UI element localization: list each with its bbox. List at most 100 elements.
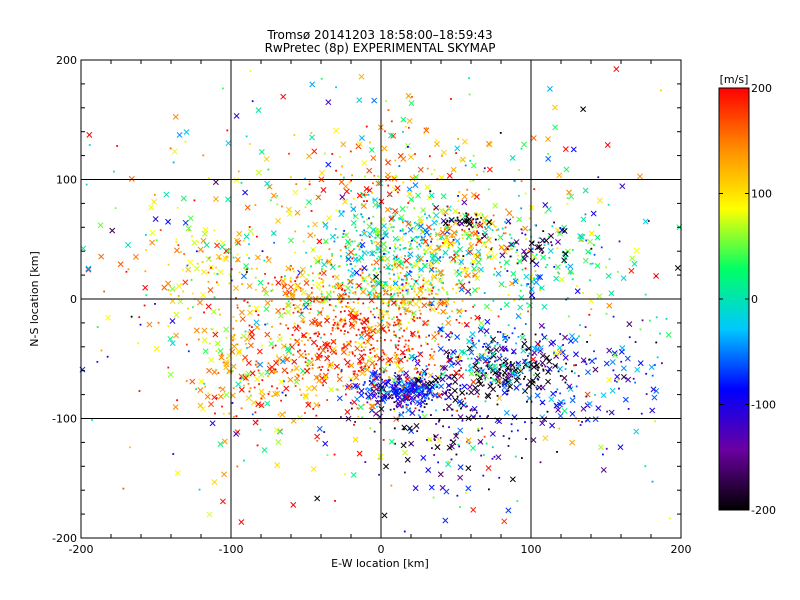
dot-marker [322,285,325,288]
dot-marker [423,320,425,323]
dot-marker [575,285,578,287]
cross-marker [308,319,315,326]
dot-marker [381,287,383,289]
dot-marker [334,286,337,289]
dot-marker [417,254,419,257]
cross-marker [413,279,419,285]
cross-marker [249,370,256,377]
dot-marker [372,198,375,201]
dot-marker [371,347,373,350]
dot-marker [349,314,352,317]
cross-marker [604,142,611,148]
dot-marker [319,373,322,376]
dot-marker [387,262,390,265]
dot-marker [417,389,420,392]
dot-marker [336,321,339,324]
dot-marker [490,341,493,344]
dot-marker [428,293,431,296]
dot-marker [466,270,468,273]
cross-marker [589,358,596,365]
dot-marker [573,364,576,367]
cross-marker [477,266,484,273]
dot-marker [304,357,307,359]
cross-marker [434,231,441,238]
dot-marker [384,253,387,255]
dot-marker [348,238,351,241]
cross-marker [187,215,194,222]
dot-marker [457,356,459,358]
dot-marker [225,255,228,258]
dot-marker [429,282,432,285]
dot-marker [520,180,523,183]
cross-marker [485,342,492,349]
dot-marker [507,377,510,379]
cross-marker [526,302,533,309]
dot-marker [421,375,423,378]
cross-marker [495,454,502,461]
dot-marker [371,284,373,287]
dot-marker [289,343,292,346]
dot-marker [435,233,438,236]
dot-marker [369,427,372,430]
cross-marker [477,381,484,388]
cross-marker [329,233,336,240]
dot-marker [399,244,402,246]
cross-marker [561,257,568,264]
dot-marker [409,243,412,245]
dot-marker [369,291,372,294]
cross-marker [515,360,522,367]
cross-marker [517,304,524,311]
dot-marker [498,261,501,264]
dot-marker [271,288,274,291]
cross-marker [287,283,294,290]
cross-marker [185,225,192,232]
cross-marker [530,437,537,444]
dot-marker [505,369,508,372]
dot-marker [433,207,436,210]
dot-marker [384,291,387,294]
dot-marker [304,412,306,414]
dot-marker [417,414,420,417]
dot-marker [465,225,468,227]
dot-marker [430,393,433,396]
cross-marker [289,343,295,350]
cross-marker [328,386,335,393]
cross-marker [97,222,104,229]
cross-marker [367,355,374,362]
dot-marker [401,229,404,232]
dot-marker [411,335,414,338]
dot-marker [320,355,323,357]
dot-marker [328,263,331,266]
dot-marker [482,170,485,173]
cross-marker [264,369,271,376]
dot-marker [522,367,525,369]
dot-marker [343,284,345,287]
dot-marker [299,388,301,391]
dot-marker [258,372,261,375]
dot-marker [432,285,435,288]
cross-marker [470,506,477,513]
dot-marker [374,267,376,270]
dot-marker [439,437,442,440]
dot-marker [183,253,186,255]
dot-marker [500,265,503,268]
dot-marker [396,272,399,275]
dot-marker [246,253,248,256]
dot-marker [417,236,420,238]
dot-marker [373,430,376,433]
dot-marker [431,447,433,450]
dot-marker [425,336,428,339]
dot-marker [363,328,366,331]
cross-marker [234,237,241,244]
dot-marker [507,445,510,447]
dot-marker [436,293,439,296]
dot-marker [218,308,220,311]
dot-marker [274,276,276,279]
cross-marker [649,407,656,414]
dot-marker [527,310,529,313]
dot-marker [364,287,367,290]
dot-marker [312,279,314,282]
dot-marker [419,405,422,408]
cross-marker [368,146,375,153]
cross-marker [439,364,446,371]
